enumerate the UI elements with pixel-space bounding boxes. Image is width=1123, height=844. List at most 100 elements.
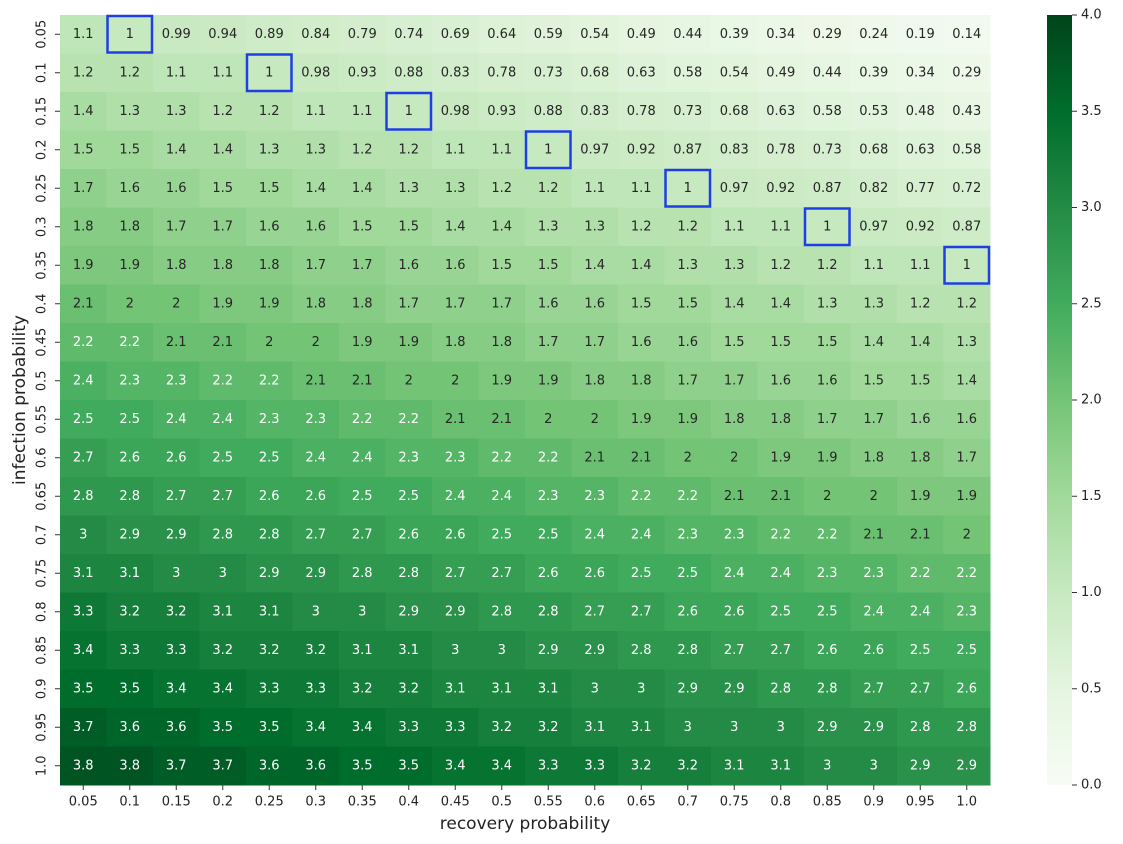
cell-label: 0.39 [720,27,749,42]
heatmap-cell [432,515,479,555]
cell-label: 0.34 [906,65,935,80]
heatmap-cell [246,746,293,786]
heatmap-cell [897,130,944,170]
colorbar-tick-label: 0.0 [1081,778,1102,793]
cell-label: 0.74 [394,27,423,42]
heatmap-cell [199,554,247,593]
heatmap-cell [153,708,200,747]
cell-label: 1 [544,142,552,157]
cell-label: 3.4 [352,720,373,735]
cell-label: 1.7 [584,335,605,350]
cell-label: 3.6 [305,758,326,773]
heatmap-cell [292,746,340,786]
heatmap-cell [199,438,247,478]
y-tick-label: 0.95 [35,713,50,742]
heatmap-cell [60,53,107,93]
heatmap-cell [432,592,479,632]
heatmap-cell [525,669,572,709]
heatmap-cell [618,746,665,786]
cell-label: 1.2 [119,65,140,80]
heatmap-cell [943,515,991,555]
cell-label: 2.3 [398,450,419,465]
heatmap-cell [246,400,293,439]
cell-label: 1.4 [724,296,745,311]
heatmap-cell [525,631,572,670]
cell-label: 2.7 [491,566,512,581]
heatmap-cell [432,169,479,208]
heatmap-cell [339,130,386,170]
heatmap-cell [153,477,200,516]
cell-label: 3.2 [166,604,187,619]
cell-label: 3 [684,720,692,735]
heatmap-cell [618,669,665,709]
cell-label: 1.9 [538,373,559,388]
cell-label: 0.93 [487,104,516,119]
heatmap-cell [339,631,386,670]
heatmap-cell [478,708,526,747]
cell-label: 1.2 [956,296,977,311]
cell-label: 2.9 [817,720,838,735]
cell-label: 3.4 [305,720,326,735]
cell-label: 3.4 [445,758,466,773]
cell-label: 0.98 [301,65,330,80]
heatmap-cell [571,438,619,478]
heatmap-cell [385,15,433,54]
heatmap-cell [897,246,944,285]
cell-label: 3.4 [73,643,94,658]
x-tick-label: 1.0 [956,795,977,810]
cell-label: 1.4 [956,373,977,388]
heatmap-cell [339,246,386,285]
heatmap-cell [571,130,619,170]
heatmap-cell [106,169,154,208]
cell-label: 2.4 [584,527,605,542]
heatmap-cell [943,130,991,170]
cell-label: 3.4 [166,681,187,696]
heatmap-cell [664,246,712,285]
cell-label: 0.58 [952,142,981,157]
heatmap-cell [664,284,712,324]
cell-label: 1.8 [491,335,512,350]
heatmap-cell [618,323,665,362]
cell-label: 2.3 [445,450,466,465]
cell-label: 1.3 [724,258,745,273]
cell-label: 1.7 [817,412,838,427]
heatmap-cell [339,708,386,747]
heatmap-cell [385,92,433,131]
heatmap-cell [478,246,526,285]
heatmap-cell [292,130,340,170]
cell-label: 0.29 [952,65,981,80]
cell-label: 1.4 [491,219,512,234]
heatmap-cell [432,746,479,786]
cell-label: 2.3 [259,412,280,427]
cell-label: 3.1 [631,720,652,735]
cell-label: 2.5 [398,489,419,504]
cell-label: 0.92 [627,142,656,157]
cell-label: 2.3 [538,489,559,504]
cell-label: 1.8 [305,296,326,311]
cell-label: 1.1 [166,65,187,80]
heatmap-cell [432,15,479,54]
cell-label: 1.5 [817,335,838,350]
heatmap-cell [153,53,200,93]
y-tick-label: 0.7 [35,524,50,545]
y-tick-label: 0.2 [35,139,50,160]
heatmap-cell [339,477,386,516]
heatmap-cell [106,15,154,54]
cell-label: 1.4 [352,181,373,196]
heatmap-cell [711,631,758,670]
heatmap-cell [432,246,479,285]
heatmap-cell [525,323,572,362]
cell-label: 2.4 [910,604,931,619]
highlight-box [245,53,293,93]
y-tick-label: 0.45 [35,328,50,357]
heatmap-cell [478,130,526,170]
cell-label: 3.3 [259,681,280,696]
heatmap-cell [804,169,851,208]
x-tick-label: 0.3 [305,795,326,810]
cell-label: 2 [823,489,831,504]
heatmap-cell [664,669,712,709]
cell-label: 3 [451,643,459,658]
heatmap-cell [804,438,851,478]
cell-label: 1.3 [305,142,326,157]
